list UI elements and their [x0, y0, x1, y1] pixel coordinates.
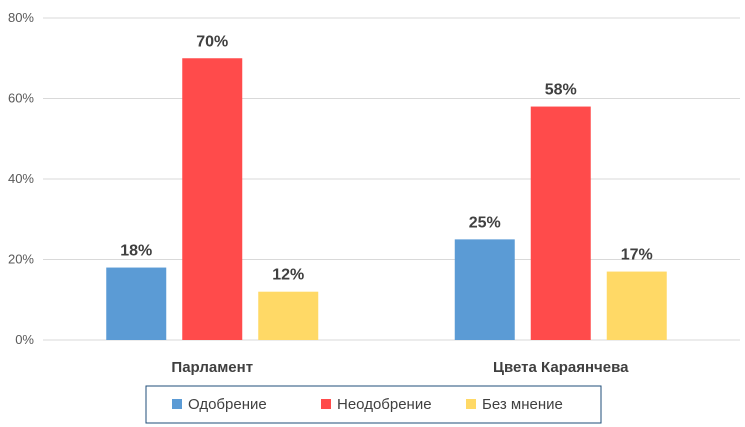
bar [258, 291, 319, 340]
y-tick-label: 20% [8, 252, 34, 267]
bar [106, 267, 167, 340]
y-tick-label: 60% [8, 91, 34, 106]
legend-label: Без мнение [482, 396, 563, 413]
y-tick-label: 80% [8, 10, 34, 25]
data-label: 25% [469, 214, 501, 231]
data-label: 17% [621, 247, 653, 264]
data-label: 58% [545, 82, 577, 99]
bar [530, 106, 591, 340]
y-tick-label: 0% [15, 332, 34, 347]
legend-swatch [321, 399, 331, 409]
legend-label: Неодобрение [337, 396, 432, 413]
y-tick-label: 40% [8, 171, 34, 186]
bars [106, 58, 667, 340]
category-label: Парламент [171, 359, 253, 376]
data-label: 12% [272, 267, 304, 284]
legend-label: Одобрение [188, 396, 267, 413]
bar [606, 271, 667, 340]
category-label: Цвета Караянчева [493, 359, 629, 376]
legend-box [145, 385, 602, 424]
data-label: 70% [196, 33, 228, 50]
bar [182, 58, 243, 340]
category-labels: Парламент Цвета Караянчева [171, 359, 629, 376]
legend-swatch [172, 399, 182, 409]
data-labels: 18% 70% 12% 25% 58% 17% [120, 33, 653, 283]
bar [454, 239, 515, 340]
legend-swatch [466, 399, 476, 409]
data-label: 18% [120, 243, 152, 260]
y-axis-ticks: 0% 20% 40% 60% 80% [8, 10, 34, 347]
legend: Одобрение Неодобрение Без мнение [145, 385, 602, 424]
